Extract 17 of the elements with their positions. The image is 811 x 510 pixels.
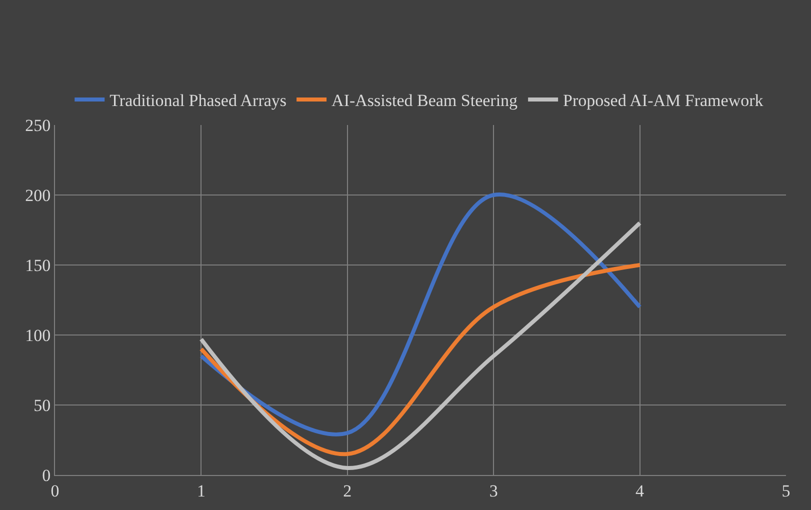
y-tick-label: 200 <box>25 186 51 205</box>
line-series <box>199 192 642 436</box>
legend-label: AI-Assisted Beam Steering <box>332 91 518 110</box>
y-tick-label: 250 <box>25 116 51 135</box>
y-tick-label: 0 <box>42 466 51 485</box>
y-tick-label: 100 <box>25 326 51 345</box>
line-series <box>199 221 642 470</box>
x-tick-label: 1 <box>196 481 206 500</box>
x-tick-label: 3 <box>489 481 498 500</box>
legend-label: Proposed AI-AM Framework <box>563 91 764 110</box>
y-tick-label: 50 <box>34 396 51 415</box>
legend-label: Traditional Phased Arrays <box>110 91 287 110</box>
x-tick-label: 4 <box>636 481 645 500</box>
y-tick-label: 150 <box>25 256 51 275</box>
line-series <box>199 263 642 456</box>
x-tick-label: 2 <box>343 481 352 500</box>
x-tick-label: 5 <box>782 481 790 500</box>
